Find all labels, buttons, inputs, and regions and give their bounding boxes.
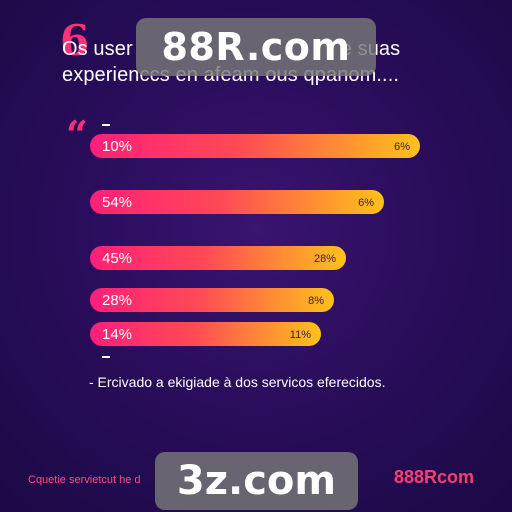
bar-3 — [90, 246, 346, 270]
bar-category-label-4: 28% — [102, 292, 132, 309]
bar-category-label-3: 45% — [102, 250, 132, 267]
bar-value-label-3: 28% — [314, 253, 336, 265]
heading-line-1-left: Os user — [62, 38, 133, 60]
bar-value-label-5: 11% — [290, 329, 311, 341]
dash-top-icon — [102, 124, 110, 126]
heading-quote-icon: 6 — [60, 16, 90, 65]
bar-category-label-2: 54% — [102, 194, 132, 211]
bar-1 — [90, 134, 420, 158]
brand-logo: 888Rcom — [394, 467, 475, 487]
footnote: - Ercivado a ekigiade à dos servicos efe… — [89, 374, 386, 390]
bar-value-label-2: 6% — [358, 197, 374, 209]
bar-category-label-5: 14% — [102, 326, 132, 343]
pink-quote-icon: “ — [66, 112, 88, 157]
bar-value-label-1: 6% — [394, 141, 410, 153]
bar-value-label-4: 8% — [308, 295, 324, 307]
bar-category-label-1: 10% — [102, 138, 132, 155]
bar-2 — [90, 190, 384, 214]
dash-bottom-icon — [102, 356, 110, 358]
watermark-bottom: 3z.com — [155, 452, 358, 510]
watermark-top: 88R.com — [136, 18, 376, 76]
bar-4 — [90, 288, 334, 312]
bar-5 — [90, 322, 321, 346]
bottom-left-caption: Cquetie servietcut he d — [28, 474, 141, 486]
